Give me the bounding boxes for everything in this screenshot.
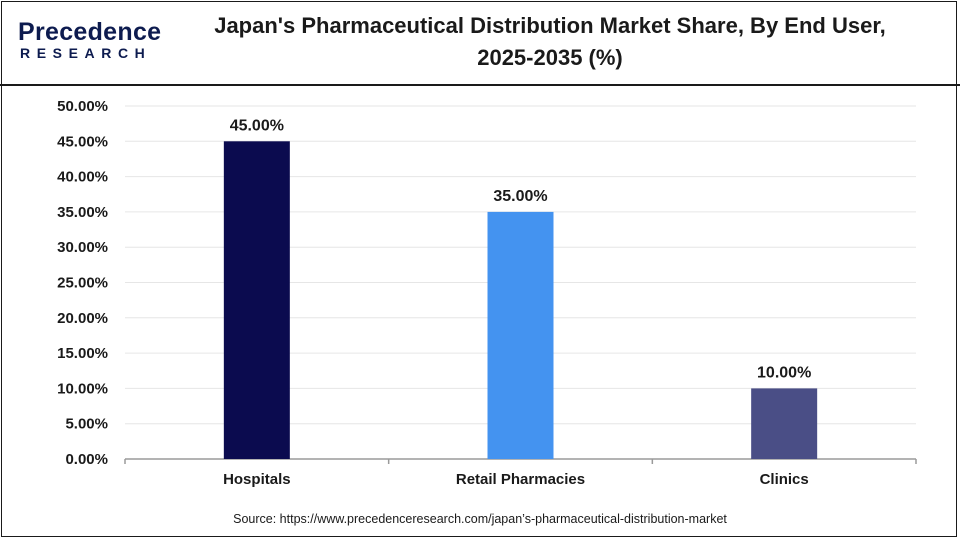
y-tick-label: 35.00% <box>57 204 108 221</box>
y-tick-label: 10.00% <box>57 380 108 397</box>
y-tick-label: 15.00% <box>57 345 108 362</box>
source-note: Source: https://www.precedenceresearch.c… <box>233 512 727 526</box>
y-tick-label: 25.00% <box>57 275 108 292</box>
bar <box>223 141 290 460</box>
header: Precedence RESEARCH Japan's Pharmaceutic… <box>0 0 960 84</box>
x-tick-label: Retail Pharmacies <box>456 471 585 488</box>
brand-name: Precedence <box>18 18 162 46</box>
y-tick-label: 45.00% <box>57 133 108 150</box>
data-label: 35.00% <box>493 188 547 205</box>
chart-title: Japan's Pharmaceutical Distribution Mark… <box>214 13 886 70</box>
y-tick-label: 20.00% <box>57 310 108 327</box>
data-label: 10.00% <box>757 364 811 381</box>
y-tick-label: 0.00% <box>65 451 108 468</box>
y-tick-label: 50.00% <box>57 98 108 115</box>
y-tick-label: 40.00% <box>57 169 108 186</box>
data-label: 45.00% <box>230 117 284 134</box>
header-divider <box>0 84 960 86</box>
bar <box>487 211 554 459</box>
y-tick-label: 30.00% <box>57 239 108 256</box>
brand-subtitle: RESEARCH <box>20 45 152 61</box>
brand-logo: Precedence RESEARCH <box>18 18 168 68</box>
x-tick-label: Hospitals <box>223 471 291 488</box>
y-tick-label: 5.00% <box>65 416 108 433</box>
bar <box>751 388 818 459</box>
x-tick-label: Clinics <box>760 471 809 488</box>
